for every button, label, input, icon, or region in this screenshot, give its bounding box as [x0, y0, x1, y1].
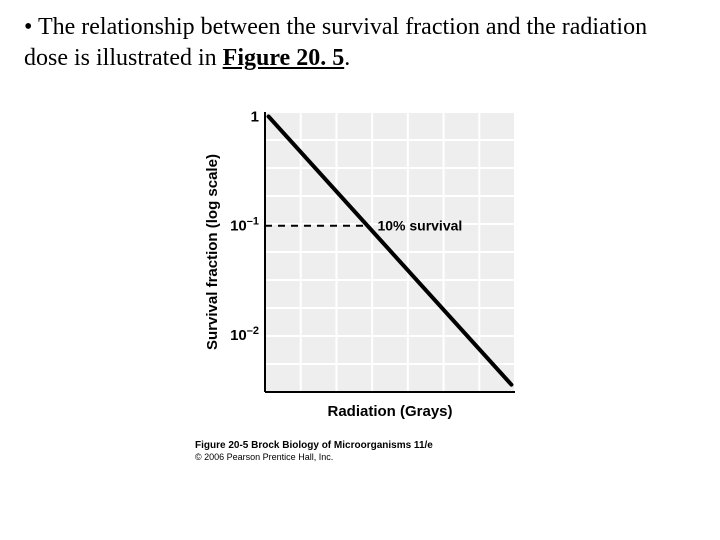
figure-reference: Figure 20. 5	[223, 45, 345, 71]
svg-text:10% survival: 10% survival	[377, 218, 462, 234]
bullet-text: • The relationship between the survival …	[24, 12, 696, 74]
bullet-prefix: •	[24, 14, 38, 40]
survival-chart: 10% survival 1 10–1 10–2 Survival fraction (…	[195, 102, 525, 432]
svg-text:Radiation (Grays): Radiation (Grays)	[327, 403, 452, 420]
svg-text:10–2: 10–2	[230, 325, 259, 344]
figure-caption: Figure 20-5 Brock Biology of Microorgani…	[195, 440, 433, 464]
caption-line-1: Figure 20-5 Brock Biology of Microorgani…	[195, 440, 433, 451]
bullet-period: .	[344, 45, 350, 71]
svg-text:10–1: 10–1	[230, 216, 259, 235]
chart-container: 10% survival 1 10–1 10–2 Survival fraction (…	[24, 102, 696, 464]
caption-line-2: © 2006 Pearson Prentice Hall, Inc.	[195, 452, 333, 462]
svg-text:Survival fraction (log scale): Survival fraction (log scale)	[204, 154, 221, 350]
svg-text:1: 1	[251, 109, 259, 126]
